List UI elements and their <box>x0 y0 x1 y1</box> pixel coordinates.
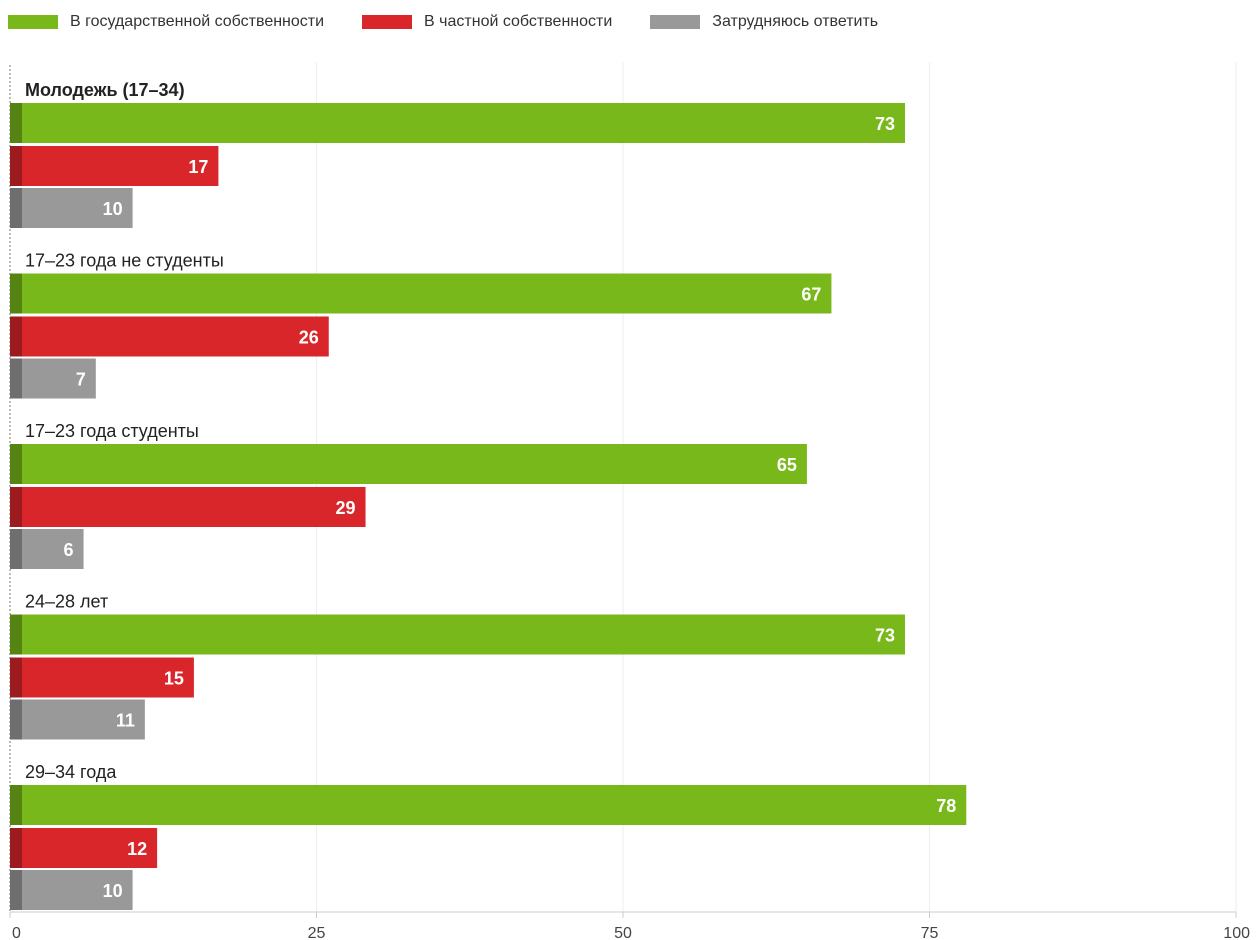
bar <box>10 358 96 399</box>
legend-label-state-owned: В государственной собственности <box>70 13 325 30</box>
value-label: 29 <box>336 498 356 518</box>
bar-edge <box>10 146 22 186</box>
value-label: 17 <box>188 157 208 177</box>
bar-edge <box>10 487 22 527</box>
value-label: 15 <box>164 669 184 689</box>
bar-edge <box>10 657 22 698</box>
x-tick-label: 0 <box>12 925 21 940</box>
value-label: 78 <box>936 796 956 816</box>
legend-label-hard-to-say: Затрудняюсь ответить <box>712 13 879 30</box>
bar <box>10 103 905 143</box>
bar <box>10 785 967 825</box>
bar-edge <box>10 103 22 143</box>
bar <box>10 614 905 655</box>
bar-edge <box>10 273 22 314</box>
x-tick-label: 25 <box>308 925 326 940</box>
category-label: 17–23 года не студенты <box>25 251 224 271</box>
x-tick-label: 100 <box>1223 925 1250 940</box>
bar <box>10 316 329 357</box>
category-label: 17–23 года студенты <box>25 421 199 441</box>
value-label: 73 <box>875 626 895 646</box>
bar-edge <box>10 828 22 868</box>
bar-edge <box>10 614 22 655</box>
category-label: Молодежь (17–34) <box>25 80 185 100</box>
value-label: 7 <box>76 370 86 390</box>
bar <box>10 657 194 698</box>
legend-item-state-owned[interactable]: В государственной собственности <box>8 13 324 31</box>
bar-edge <box>10 529 22 569</box>
value-label: 12 <box>127 839 147 859</box>
value-label: 26 <box>299 328 319 348</box>
value-label: 67 <box>801 285 821 305</box>
bar-edge <box>10 699 22 740</box>
bar <box>10 444 807 484</box>
value-label: 73 <box>875 114 895 134</box>
bar-edge <box>10 358 22 399</box>
bar <box>10 188 133 228</box>
legend: В государственной собственности В частно… <box>8 11 916 33</box>
bar-edge <box>10 444 22 484</box>
bar <box>10 146 219 186</box>
bar-edge <box>10 785 22 825</box>
bar <box>10 699 145 740</box>
bar <box>10 273 832 314</box>
category-label: 29–34 года <box>25 762 117 782</box>
value-label: 11 <box>116 711 135 731</box>
value-label: 65 <box>777 455 797 475</box>
x-tick-label: 50 <box>614 925 632 940</box>
bar <box>10 828 158 868</box>
category-label: 24–28 лет <box>25 592 108 612</box>
legend-swatch-private <box>362 15 413 29</box>
bar-edge <box>10 188 22 228</box>
bar <box>10 487 366 527</box>
legend-swatch-state-owned <box>8 15 58 29</box>
value-label: 10 <box>103 881 123 901</box>
bar-edge <box>10 316 22 357</box>
x-tick-label: 75 <box>921 925 939 940</box>
bar <box>10 529 84 569</box>
bar <box>10 870 133 910</box>
value-label: 10 <box>103 199 123 219</box>
value-label: 6 <box>64 540 74 560</box>
legend-item-hard-to-say[interactable]: Затрудняюсь ответить <box>650 13 878 31</box>
legend-item-private[interactable]: В частной собственности <box>362 13 612 31</box>
bar-edge <box>10 870 22 910</box>
legend-label-private: В частной собственности <box>424 13 613 30</box>
legend-swatch-hard-to-say <box>650 15 701 29</box>
